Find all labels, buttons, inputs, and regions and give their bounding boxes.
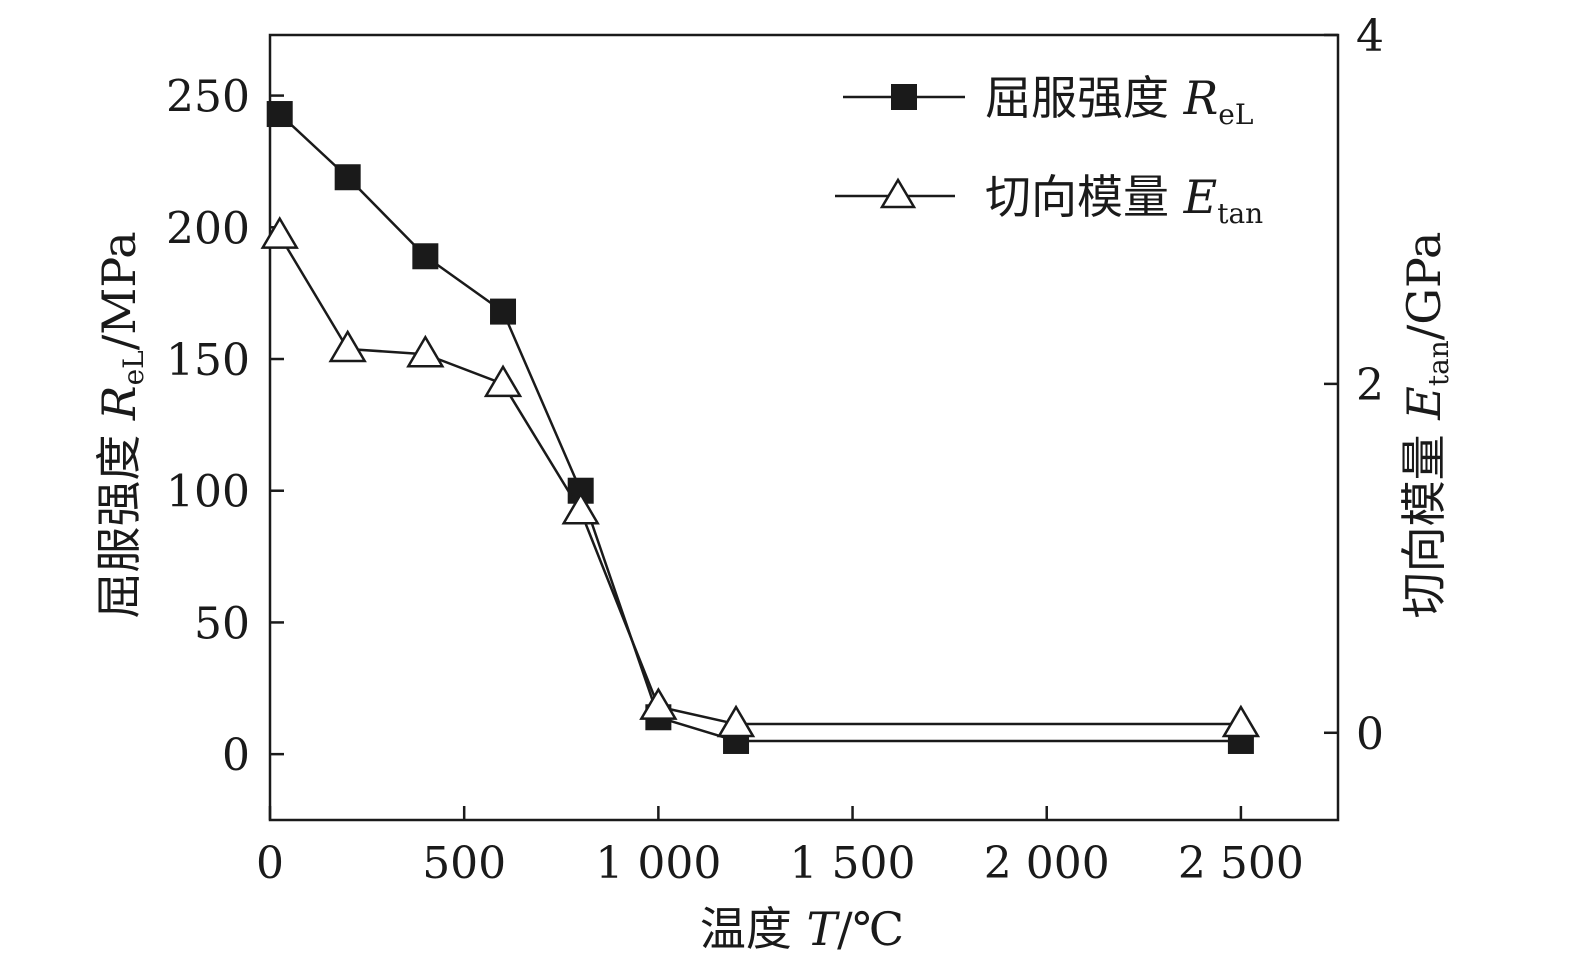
plot-border: [268, 33, 1340, 822]
data-point-triangle: [406, 334, 445, 368]
data-point-triangle: [483, 364, 523, 398]
y-axis-left-title: 屈服强度 ReL/MPa: [92, 231, 150, 618]
x-axis: 0 500 1 000 1 500 2 000 2 500: [256, 806, 1304, 889]
data-point-triangle: [328, 329, 367, 363]
y-left-tick-label: 100: [166, 467, 250, 518]
y-axis-right: 0 2 4: [1324, 11, 1384, 760]
data-point-triangle: [561, 491, 600, 525]
y-right-tick-label: 2: [1356, 360, 1384, 411]
x-tick-label: 0: [256, 838, 284, 889]
data-point-triangle: [639, 687, 678, 720]
legend-label-yield-strength: 屈服强度 ReL: [985, 71, 1253, 131]
data-point-square: [334, 164, 361, 191]
x-tick-label: 500: [422, 838, 506, 889]
data-point-square: [266, 101, 293, 128]
legend: 屈服强度 ReL 切向模量 Etan: [835, 71, 1263, 230]
y-right-tick-label: 0: [1356, 709, 1384, 760]
data-point-triangle: [1221, 704, 1261, 738]
x-tick-label: 2 500: [1178, 838, 1304, 889]
legend-marker-triangle: [879, 177, 917, 209]
data-point-triangle: [716, 704, 756, 738]
y-left-tick-label: 50: [194, 598, 250, 649]
data-point-square: [412, 243, 439, 270]
legend-entry-tangent-modulus: 切向模量 Etan: [835, 170, 1263, 230]
y-left-tick-label: 150: [166, 335, 250, 386]
x-tick-label: 2 000: [984, 838, 1110, 889]
series-layer: [260, 101, 1261, 754]
legend-label-tangent-modulus: 切向模量 Etan: [985, 170, 1263, 230]
x-axis-title: 温度 T/℃: [700, 902, 904, 956]
data-point-square: [490, 298, 517, 325]
y-left-tick-label: 250: [166, 72, 250, 123]
legend-marker-square: [891, 84, 917, 110]
data-point-triangle: [260, 216, 299, 249]
y-right-tick-label: 4: [1356, 11, 1384, 62]
x-tick-label: 1 500: [790, 838, 916, 889]
y-axis-right-title: 切向模量 Etan/GPa: [1397, 232, 1455, 619]
legend-entry-yield-strength: 屈服强度 ReL: [843, 71, 1253, 131]
x-tick-label: 1 000: [595, 838, 721, 889]
y-left-tick-label: 200: [166, 203, 250, 254]
series-line-1: [278, 234, 1241, 726]
plot-frame: [268, 33, 1340, 822]
y-left-tick-label: 0: [222, 730, 250, 781]
y-axis-left: 0 50 100 150 200 250: [166, 72, 284, 781]
